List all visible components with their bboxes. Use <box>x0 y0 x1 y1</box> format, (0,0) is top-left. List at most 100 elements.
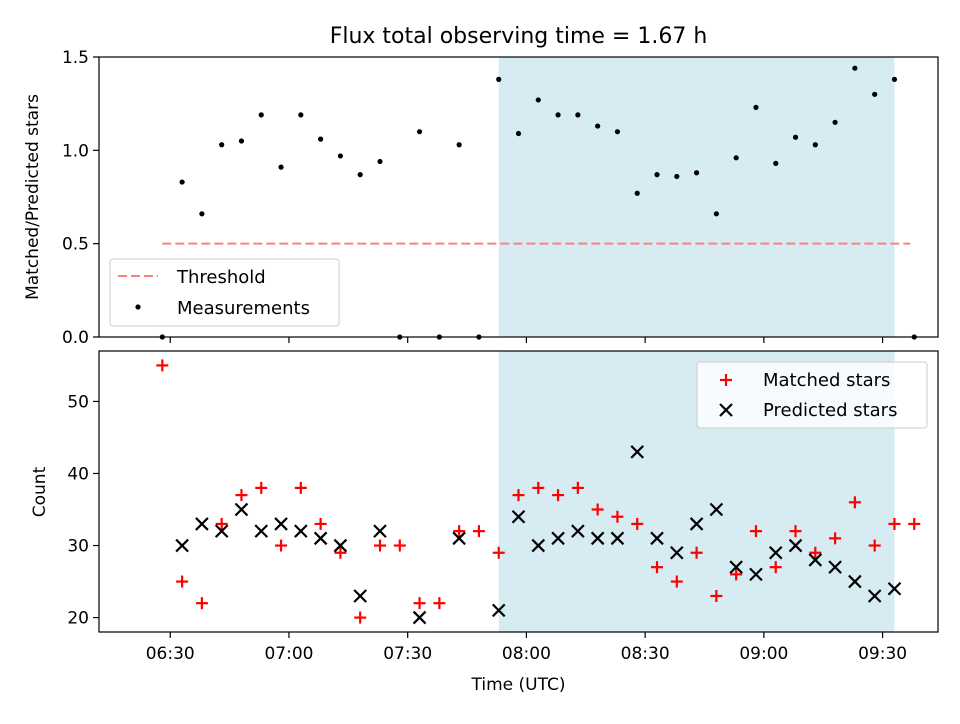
matched-star-marker <box>512 489 525 502</box>
matched-star-marker <box>215 517 228 530</box>
predicted-star-marker <box>749 567 763 582</box>
predicted-star-marker <box>452 531 466 546</box>
count-panel-frame <box>98 350 939 633</box>
count-y-tick-label: 20 <box>67 609 89 629</box>
ratio-legend-box <box>109 258 340 327</box>
ratio-panel: 0.0 0.5 1.0 1.5 Matched/Predicted stars Thr… <box>23 48 939 348</box>
predicted-star-marker <box>610 531 625 546</box>
predicted-star-marker <box>590 531 605 546</box>
ratio-y-tick-label: 1.0 <box>62 141 89 161</box>
measurement-point <box>219 142 225 148</box>
legend-predicted-label: Predicted stars <box>763 400 897 421</box>
predicted-star-marker <box>867 589 882 603</box>
matched-star-marker <box>868 539 881 552</box>
predicted-star-marker <box>313 531 328 546</box>
measurement-point <box>872 91 878 97</box>
matched-star-marker <box>571 481 584 494</box>
matched-star-marker <box>294 481 307 494</box>
count-y-tick-label: 40 <box>67 464 89 484</box>
x-tick-label: 08:30 <box>621 644 670 664</box>
predicted-star-marker <box>274 517 288 531</box>
matched-star-marker <box>789 525 802 538</box>
x-tick-label: 06:30 <box>146 644 195 664</box>
legend-measurements-swatch <box>135 304 141 310</box>
ratio-shaded-span <box>498 57 895 337</box>
measurement-point <box>753 104 759 110</box>
predicted-star-marker <box>808 553 823 567</box>
matched-star-marker <box>156 359 169 372</box>
measurement-point <box>614 129 621 135</box>
ratio-y-tick-label: 1.5 <box>62 48 89 68</box>
measurement-point <box>199 211 205 217</box>
predicted-star-marker <box>689 517 704 531</box>
matched-star-marker <box>532 481 545 494</box>
x-tick-label: 07:00 <box>264 644 313 664</box>
measurement-point <box>337 153 344 159</box>
count-y-tick-label: 50 <box>67 392 89 412</box>
measurement-point <box>555 112 561 118</box>
x-tick-label: 07:30 <box>383 644 432 664</box>
predicted-star-marker <box>511 509 526 524</box>
measurement-point <box>278 164 284 170</box>
predicted-star-marker <box>412 610 427 625</box>
matched-star-marker <box>730 568 743 581</box>
x-axis-label: Time (UTC) <box>471 675 566 695</box>
x-tick-label: 09:00 <box>739 644 788 664</box>
matched-star-marker <box>453 525 466 538</box>
predicted-star-marker <box>887 581 902 596</box>
matched-star-marker <box>591 503 604 516</box>
measurement-point <box>318 136 324 142</box>
matched-star-marker <box>472 525 485 538</box>
predicted-star-marker <box>175 538 189 553</box>
matched-star-marker <box>848 496 861 509</box>
legend-matched-swatch <box>720 374 732 386</box>
count-panel: 20 30 40 50 06:30 07:00 07:30 08:00 08:30 09:00 0… <box>30 350 939 695</box>
matched-star-marker <box>611 510 624 523</box>
measurement-point <box>812 142 818 148</box>
predicted-star-marker <box>729 560 743 574</box>
measurement-point <box>654 172 660 178</box>
measurement-point <box>733 155 739 161</box>
measurement-point <box>773 160 779 166</box>
predicted-star-marker <box>254 524 269 538</box>
legend-matched-label: Matched stars <box>763 370 890 391</box>
measurement-point <box>595 123 601 129</box>
measurement-point <box>496 76 502 82</box>
matched-star-marker <box>908 517 921 530</box>
matched-star-marker <box>829 532 842 545</box>
ratio-panel-frame <box>98 56 939 338</box>
ratio-legend: Threshold Measurements <box>109 258 340 327</box>
predicted-star-marker <box>491 603 506 618</box>
matched-star-marker <box>888 517 901 530</box>
x-tick-label: 08:00 <box>502 644 551 664</box>
measurement-point <box>357 172 363 178</box>
count-y-axis-label: Count <box>30 466 50 517</box>
ratio-y-axis-label: Matched/Predicted stars <box>23 94 43 300</box>
measurement-point <box>891 76 898 82</box>
matched-star-marker <box>492 546 505 559</box>
matched-star-marker <box>334 546 347 559</box>
measurement-point <box>693 170 700 176</box>
measurement-point <box>258 112 264 118</box>
measurement-point <box>515 130 522 137</box>
measurement-point <box>575 112 581 118</box>
matched-star-marker <box>433 597 446 610</box>
predicted-star-marker <box>571 524 585 538</box>
measurement-point <box>852 65 858 71</box>
matched-star-marker <box>255 481 268 494</box>
predicted-star-marker <box>768 545 783 560</box>
measurement-point <box>416 129 423 135</box>
chart-title: Flux total observing time = 1.67 h <box>330 24 708 49</box>
matched-star-marker <box>710 589 723 602</box>
count-y-tick-label: 30 <box>67 537 89 557</box>
measurement-point <box>179 179 185 185</box>
measurement-point <box>377 158 383 165</box>
predicted-star-marker <box>551 531 565 546</box>
count-legend-box <box>696 361 928 429</box>
measurement-point <box>456 142 462 148</box>
matched-star-marker <box>235 489 248 502</box>
matched-star-marker <box>670 575 683 588</box>
predicted-star-marker <box>294 524 308 538</box>
predicted-star-marker <box>709 502 724 517</box>
